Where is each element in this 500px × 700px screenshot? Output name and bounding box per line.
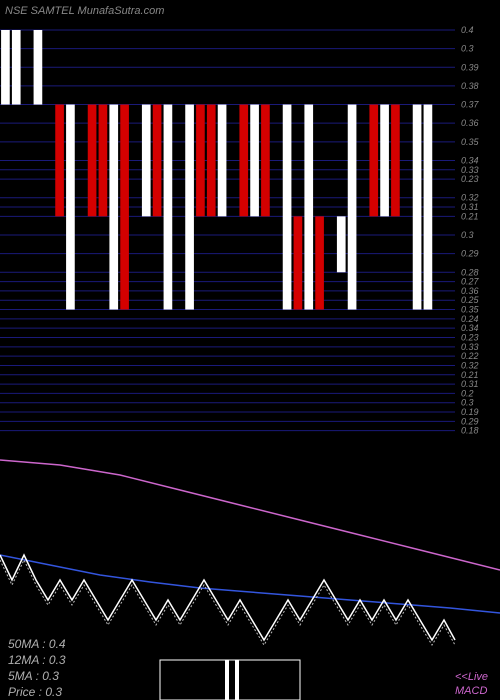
y-axis-label: 0.36 — [461, 118, 479, 128]
candle — [239, 105, 248, 217]
y-axis-label: 0.29 — [461, 249, 479, 259]
y-axis-label: 0.23 — [461, 174, 479, 184]
candle — [304, 105, 313, 310]
candle — [294, 216, 303, 309]
ma12-label: 12MA : 0.3 — [8, 653, 66, 667]
y-axis-label: 0.18 — [461, 426, 479, 436]
candle — [413, 105, 422, 310]
candle — [1, 30, 10, 105]
candle — [164, 105, 173, 310]
candle — [153, 105, 162, 217]
candle — [315, 216, 324, 309]
y-axis-label: 0.35 — [461, 137, 480, 147]
volume-bar — [235, 660, 239, 700]
candle — [261, 105, 270, 217]
candle — [207, 105, 216, 217]
volume-bar — [225, 660, 229, 700]
candle — [250, 105, 259, 217]
candle — [12, 30, 21, 105]
candle — [196, 105, 205, 217]
y-axis-label: 0.4 — [461, 25, 474, 35]
candle — [55, 105, 64, 217]
stock-chart: NSE SAMTEL MunafaSutra.com 0.4 0.3 0.39 0.38… — [0, 0, 500, 700]
y-axis-label: 0.38 — [461, 81, 479, 91]
y-axis-label: 0.39 — [461, 62, 479, 72]
price-label: Price : 0.3 — [8, 685, 62, 699]
candle — [337, 216, 346, 272]
ma50-label: 50MA : 0.4 — [8, 637, 66, 651]
candle — [34, 30, 43, 105]
candle — [424, 105, 433, 310]
candle — [348, 105, 357, 310]
live-label: <<Live — [455, 671, 488, 683]
candle — [66, 105, 75, 310]
macd-label: MACD — [455, 685, 487, 697]
candle — [218, 105, 227, 217]
y-axis-label: 0.21 — [461, 211, 479, 221]
candle — [283, 105, 292, 310]
candle — [380, 105, 389, 217]
y-axis-label: 0.3 — [461, 44, 474, 54]
chart-canvas: NSE SAMTEL MunafaSutra.com 0.4 0.3 0.39 0.38… — [0, 0, 500, 700]
candle — [99, 105, 108, 217]
ma5-label: 5MA : 0.3 — [8, 669, 59, 683]
candle — [369, 105, 378, 217]
candle — [185, 105, 194, 310]
y-axis-label: 0.3 — [461, 230, 474, 240]
candle — [88, 105, 97, 217]
y-axis-label: 0.37 — [461, 100, 480, 110]
candle — [109, 105, 118, 310]
candle — [142, 105, 151, 217]
candle — [120, 105, 129, 310]
candle — [391, 105, 400, 217]
chart-title: NSE SAMTEL MunafaSutra.com — [5, 5, 164, 17]
